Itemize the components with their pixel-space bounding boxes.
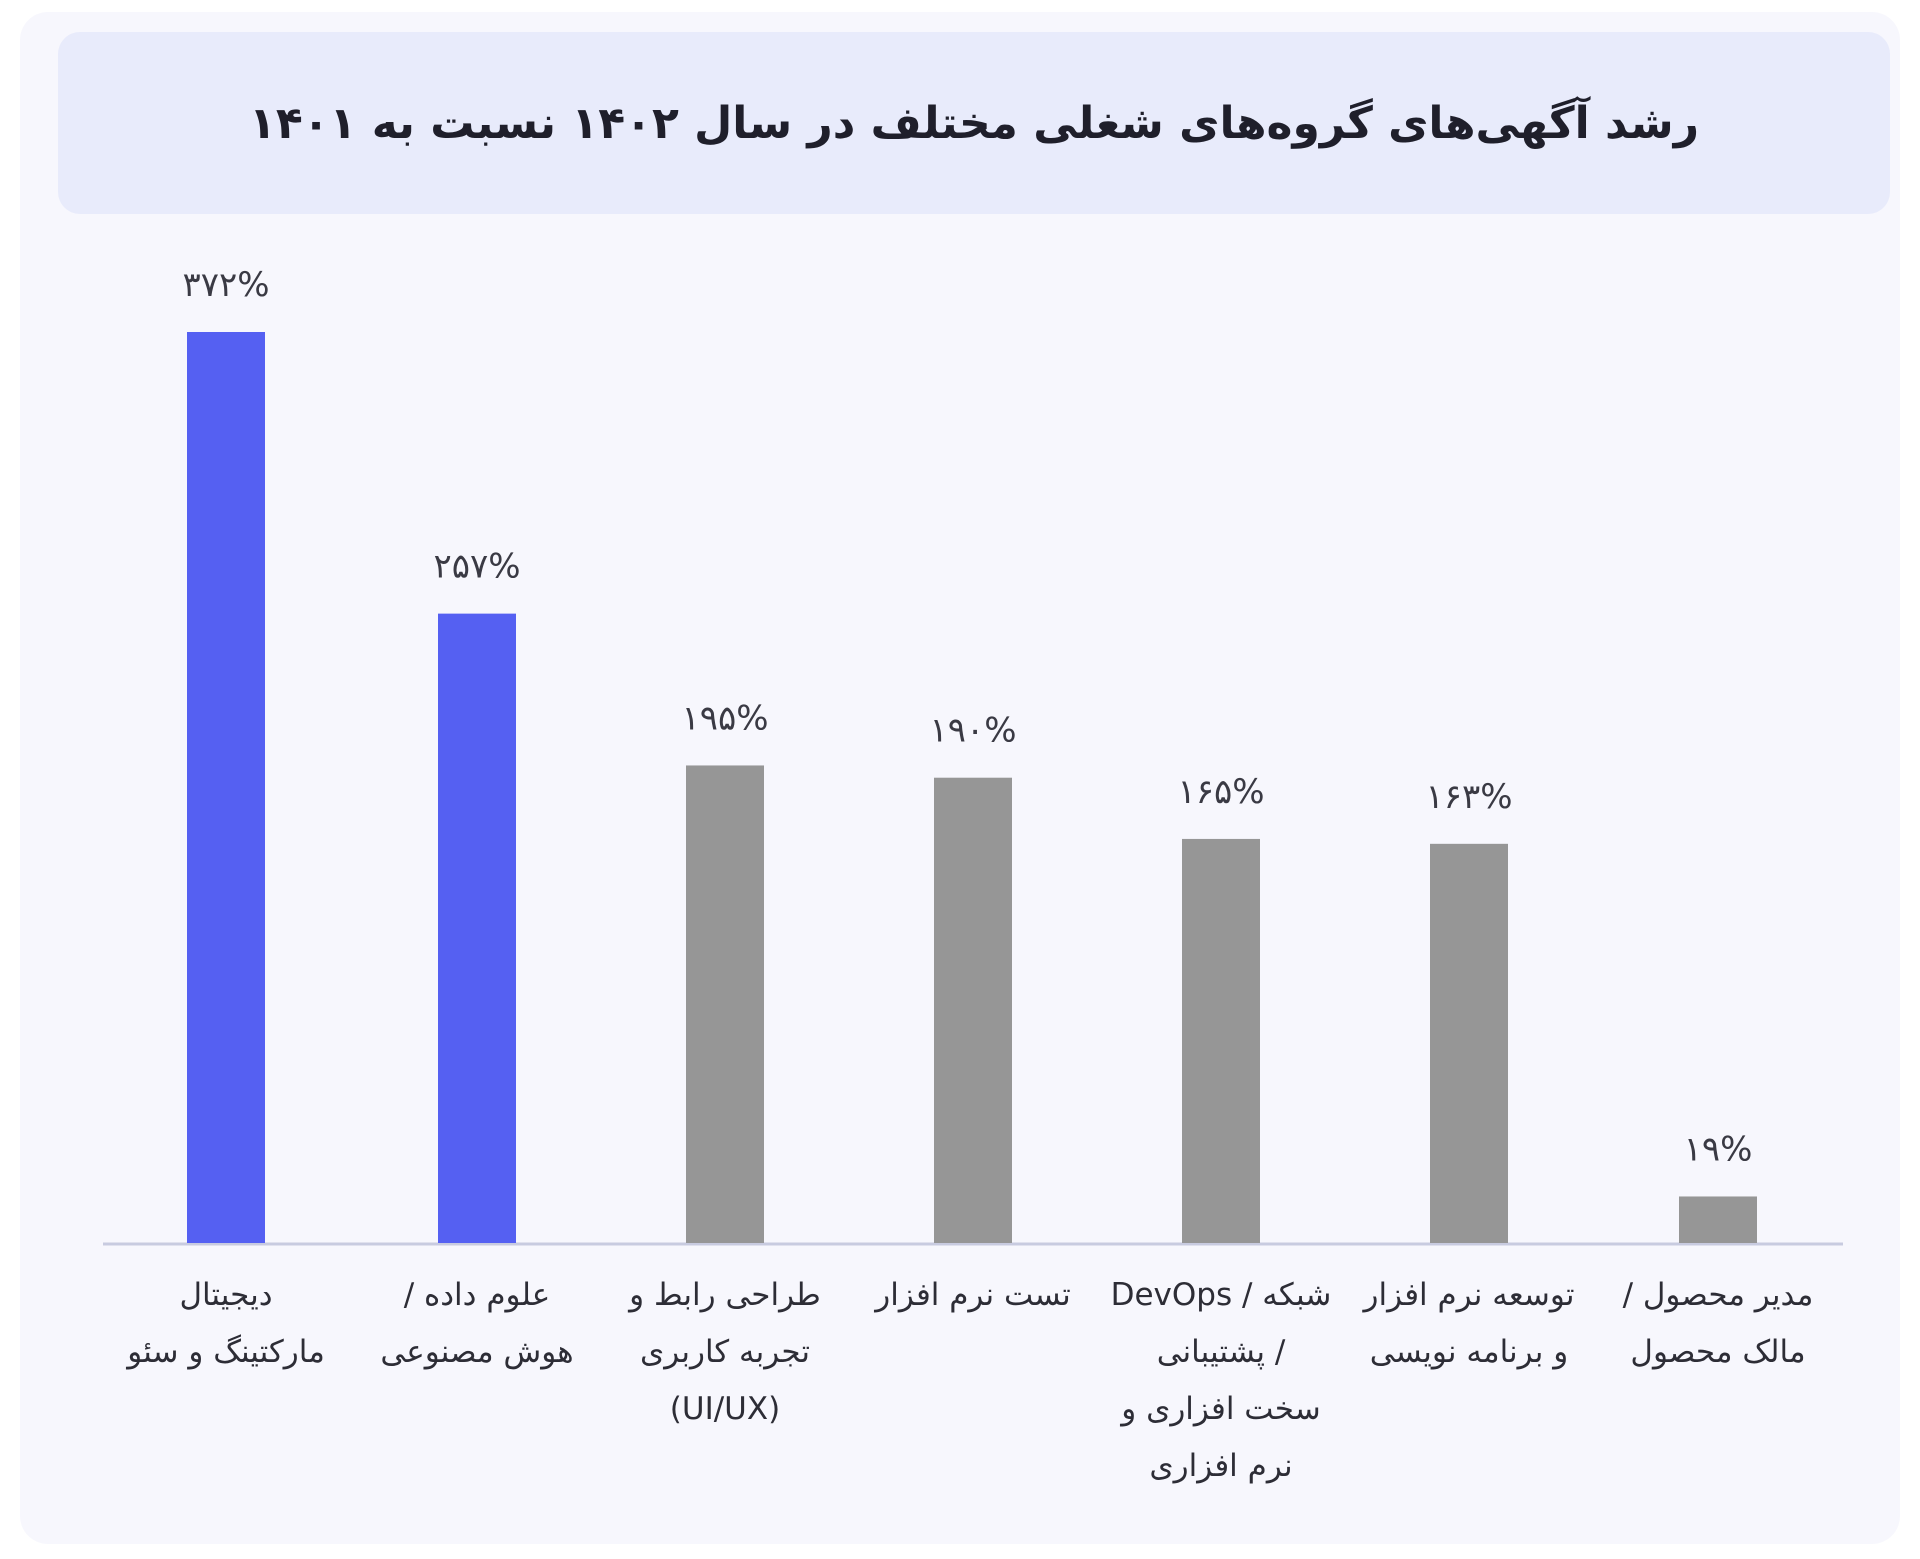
- category-label-3-line-3: (UI/UX): [670, 1391, 780, 1427]
- value-label-3: ۱۹۵%: [681, 698, 768, 738]
- value-label-2: ۲۵۷%: [433, 547, 520, 587]
- bar-1: [187, 332, 265, 1243]
- category-label-6-line-1: توسعه نرم افزار: [1362, 1277, 1575, 1313]
- category-label-2-line-2: هوش مصنوعی: [380, 1334, 573, 1370]
- category-label-3-line-1: طراحی رابط و: [627, 1277, 821, 1313]
- category-label-1-line-1: دیجیتال: [179, 1277, 272, 1313]
- value-label-6: ۱۶۳%: [1425, 777, 1512, 817]
- value-label-1: ۳۷۲%: [182, 265, 269, 305]
- category-label-4-line-1: تست نرم افزار: [873, 1277, 1070, 1313]
- value-label-5: ۱۶۵%: [1177, 772, 1264, 812]
- category-label-5-line-1: شبکه / DevOps: [1111, 1277, 1332, 1313]
- category-label-2-line-1: علوم داده /: [404, 1277, 551, 1313]
- category-label-1-line-2: مارکتینگ و سئو: [125, 1334, 325, 1370]
- category-label-3-line-2: تجربه کاربری: [640, 1334, 810, 1370]
- value-label-4: ۱۹۰%: [929, 711, 1016, 751]
- category-label-5-line-4: نرم افزاری: [1149, 1448, 1292, 1484]
- category-label-5-line-2: / پشتیبانی: [1157, 1334, 1286, 1370]
- bar-2: [438, 613, 516, 1243]
- bar-6: [1430, 843, 1508, 1243]
- bar-4: [934, 777, 1012, 1243]
- value-label-7: ۱۹%: [1684, 1129, 1753, 1169]
- category-label-6-line-2: و برنامه نویسی: [1370, 1334, 1568, 1370]
- category-label-7-line-1: مدیر محصول /: [1623, 1277, 1814, 1313]
- chart-title: رشد آگهی‌های گروه‌های شغلی مختلف در سال …: [248, 97, 1700, 149]
- category-label-7-line-2: مالک محصول: [1630, 1334, 1805, 1370]
- bar-5: [1182, 838, 1260, 1243]
- category-label-5-line-3: سخت افزاری و: [1119, 1391, 1321, 1427]
- bar-7: [1679, 1196, 1757, 1243]
- bar-3: [686, 765, 764, 1243]
- chart-title-box: رشد آگهی‌های گروه‌های شغلی مختلف در سال …: [58, 32, 1890, 214]
